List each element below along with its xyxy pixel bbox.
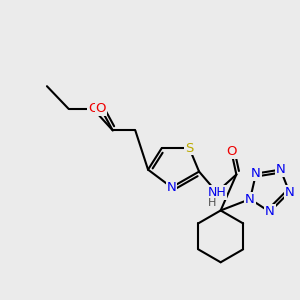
- Text: H: H: [208, 198, 217, 208]
- Text: N: N: [284, 186, 294, 199]
- Text: O: O: [88, 102, 98, 115]
- Text: N: N: [276, 163, 285, 176]
- Text: NH: NH: [207, 186, 226, 199]
- Text: N: N: [167, 181, 176, 194]
- Text: N: N: [251, 167, 261, 180]
- Text: N: N: [245, 193, 255, 206]
- Text: N: N: [265, 205, 274, 218]
- Text: O: O: [96, 102, 106, 115]
- Text: S: S: [185, 142, 194, 154]
- Text: O: O: [226, 146, 237, 158]
